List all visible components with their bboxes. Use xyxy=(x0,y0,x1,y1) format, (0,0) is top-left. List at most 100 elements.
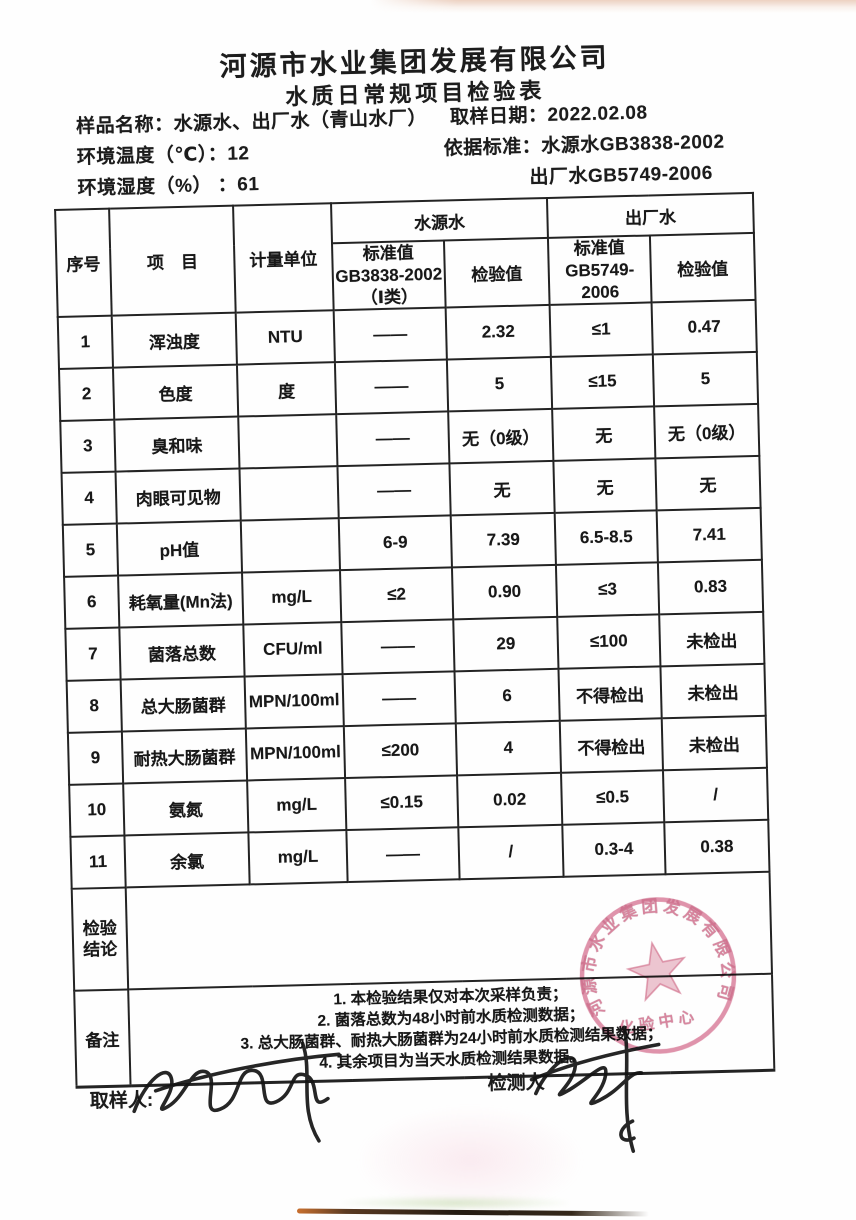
cell-tap-standard: 无 xyxy=(552,406,656,462)
cell-source-standard: —— xyxy=(334,359,449,415)
cell-item: pH值 xyxy=(116,520,243,576)
cell-tap-value: 5 xyxy=(652,352,759,407)
sampling-date-value: 2022.02.08 xyxy=(547,102,648,126)
cell-tap-value: 无 xyxy=(655,456,761,511)
cell-item: 色度 xyxy=(112,364,239,420)
sample-name-value: 水源水、出厂水（青山水厂） xyxy=(173,107,428,136)
cell-unit: mg/L xyxy=(247,778,347,833)
cell-tap-value: 7.41 xyxy=(656,508,762,563)
cell-unit: NTU xyxy=(235,310,335,365)
cell-source-value: 无（0级） xyxy=(448,409,554,464)
cell-tap-standard: ≤100 xyxy=(557,614,661,670)
col-header-tap-standard: 标准值 GB5749-2006 xyxy=(547,235,652,306)
cell-source-standard: —— xyxy=(336,411,450,467)
cell-source-standard: —— xyxy=(341,619,455,675)
env-temp-value: 12 xyxy=(227,143,250,165)
col-header-no: 序号 xyxy=(55,208,112,318)
cell-source-value: 7.39 xyxy=(450,513,556,568)
env-humidity-line: 环境湿度（%） ：61 xyxy=(77,169,259,200)
env-humidity-label: 环境湿度（%） ： xyxy=(77,174,238,200)
company-seal: 河源市水业集团发展有限公司 化验中心 xyxy=(556,873,761,1078)
cell-no: 9 xyxy=(67,731,124,786)
group-header-source-water: 水源水 xyxy=(331,197,548,244)
cell-no: 4 xyxy=(61,471,117,526)
col-header-source-standard: 标准值 GB3838-2002 （Ⅰ类） xyxy=(332,240,446,311)
cell-no: 5 xyxy=(62,523,119,578)
col-header-item: 项 目 xyxy=(109,205,236,316)
cell-tap-value: 0.83 xyxy=(657,560,764,615)
cell-tap-standard: ≤1 xyxy=(549,302,653,358)
cell-item: 耗氧量(Mn法) xyxy=(118,572,244,628)
tester-signature xyxy=(529,1025,661,1153)
cell-source-standard: ≤2 xyxy=(340,567,454,623)
cell-tap-standard: 不得检出 xyxy=(559,718,663,774)
cell-tap-standard: 0.3-4 xyxy=(562,822,666,878)
sampling-date-label: 取样日期： xyxy=(449,104,548,129)
cell-item: 氨氮 xyxy=(123,780,249,836)
cell-source-value: 29 xyxy=(453,617,559,672)
conclusion-label: 检验 结论 xyxy=(71,887,129,992)
col-header-unit: 计量单位 xyxy=(233,203,334,313)
env-temp-label: 环境温度（℃）： xyxy=(76,143,228,169)
cell-tap-standard: ≤3 xyxy=(555,562,660,618)
cell-item: 总大肠菌群 xyxy=(120,676,246,732)
cell-item: 肉眼可见物 xyxy=(115,468,241,524)
cell-no: 10 xyxy=(69,783,125,838)
cell-source-standard: —— xyxy=(337,463,451,519)
seal-star-icon xyxy=(625,940,687,1003)
group-header-tap-water: 出厂水 xyxy=(546,192,754,238)
cell-unit xyxy=(239,466,339,521)
cell-item: 浑浊度 xyxy=(111,312,237,368)
cell-source-standard: —— xyxy=(346,827,460,883)
cell-unit: mg/L xyxy=(242,570,342,625)
seal-ring xyxy=(579,897,737,1054)
remarks-label: 备注 xyxy=(74,989,131,1087)
cell-source-value: 5 xyxy=(446,357,553,412)
cell-source-standard: 6-9 xyxy=(338,515,452,571)
photo-edge-top xyxy=(370,0,856,13)
standard-tap-value: 出厂水GB5749-2006 xyxy=(529,162,714,189)
cell-tap-standard: 不得检出 xyxy=(558,666,662,722)
sample-name-label: 样品名称： xyxy=(75,114,174,138)
cell-unit: MPN/100ml xyxy=(245,726,346,781)
stamp-bleedthrough xyxy=(355,1105,585,1215)
cell-no: 11 xyxy=(70,835,126,890)
col-header-source-value: 检验值 xyxy=(443,237,550,308)
cell-tap-value: / xyxy=(662,768,769,823)
cell-source-value: 4 xyxy=(455,721,562,776)
standard-tap-line: 出厂水GB5749-2006 xyxy=(529,158,713,189)
cell-source-value: 0.02 xyxy=(457,773,563,828)
cell-item: 菌落总数 xyxy=(119,624,245,680)
cell-unit: CFU/ml xyxy=(243,622,343,677)
cell-source-value: 2.32 xyxy=(445,305,551,360)
cell-no: 8 xyxy=(66,679,122,734)
col-header-tap-value: 检验值 xyxy=(649,232,756,303)
cell-unit: MPN/100ml xyxy=(244,674,344,729)
cell-source-value: 6 xyxy=(454,669,560,724)
cell-no: 1 xyxy=(57,315,113,370)
cell-tap-standard: ≤0.5 xyxy=(561,770,665,826)
cell-source-standard: —— xyxy=(333,307,447,363)
cell-source-value: 无 xyxy=(449,461,555,516)
cell-unit xyxy=(240,518,341,573)
cell-tap-value: 0.47 xyxy=(651,300,757,355)
env-humidity-value: 61 xyxy=(236,173,260,196)
cell-tap-standard: 6.5-8.5 xyxy=(554,510,658,566)
cell-unit: 度 xyxy=(236,362,337,417)
cell-source-standard: ≤0.15 xyxy=(345,775,459,831)
cell-no: 3 xyxy=(60,419,116,474)
cell-tap-value: 未检出 xyxy=(659,612,765,667)
sampling-date-line: 取样日期：2022.02.08 xyxy=(450,97,648,129)
standard-line: 依据标准：水源水GB3838-2002 xyxy=(443,127,724,161)
cell-tap-standard: 无 xyxy=(553,458,657,514)
cell-unit xyxy=(238,414,338,469)
cell-tap-standard: ≤15 xyxy=(550,354,655,410)
cell-unit: mg/L xyxy=(248,830,348,885)
cell-item: 耐热大肠菌群 xyxy=(121,728,248,784)
cell-source-value: / xyxy=(458,825,564,880)
cell-tap-value: 无（0级） xyxy=(654,404,760,459)
cell-source-standard: ≤200 xyxy=(343,723,458,779)
cell-tap-value: 未检出 xyxy=(661,716,767,771)
